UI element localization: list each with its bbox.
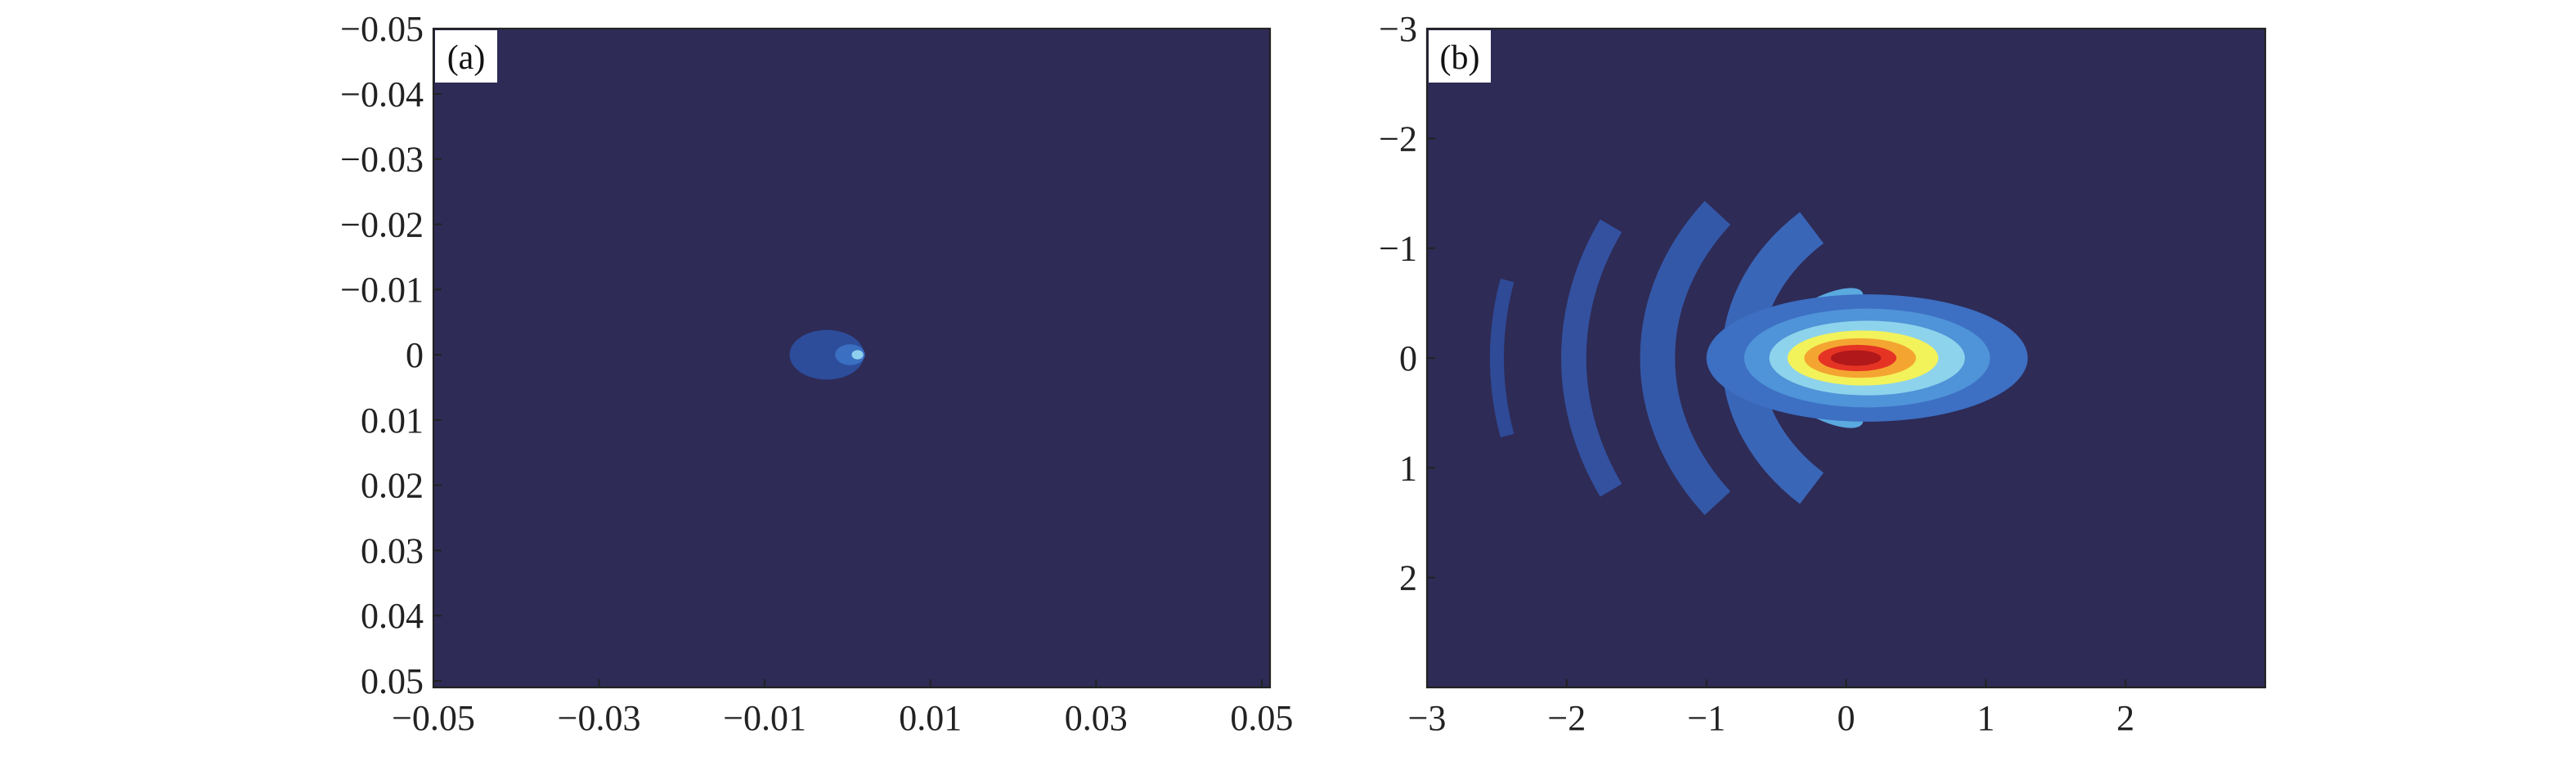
panel-a-frame: [432, 27, 1272, 689]
panel-b-axes: −3 −2 −1 0 1 2 −3 −2 −1 0 1 2: [1379, 9, 2134, 738]
panel-b-x-tick-label: −3: [1408, 698, 1447, 738]
panel-b-x-tick-label: −2: [1547, 698, 1586, 738]
panel-a-x-tick-label: −0.01: [723, 698, 806, 738]
panel-b-x-tick-label: −1: [1687, 698, 1726, 738]
panel-a-blob-1: [835, 344, 865, 365]
panel-a-blob-0: [789, 329, 864, 380]
panel-b-y-tick-label: −1: [1379, 229, 1417, 269]
panel-a-x-tick-label: 0.05: [1230, 698, 1293, 738]
panel-a-x-tick-label: 0.01: [899, 698, 962, 738]
panel-a-y-tick-label: −0.03: [340, 140, 424, 180]
panel-a-y-tick-label: −0.02: [340, 204, 424, 244]
panel-b-y-tick-label: 1: [1399, 448, 1417, 488]
panel-b-fringe-2: [1640, 200, 1731, 516]
panel-b-y-tick-label: −3: [1379, 9, 1417, 49]
panel-a-x-tick-label: 0.03: [1065, 698, 1128, 738]
panel-b-label: (b): [1440, 39, 1480, 77]
panel-a-label: (a): [447, 39, 486, 77]
panel-b-y-tick-label: 0: [1399, 338, 1417, 378]
panel-a-x-tick-label: −0.03: [558, 698, 641, 738]
panel-b-fringe-1: [1561, 219, 1622, 497]
panel-a: −0.05 −0.03 −0.01 0.01 0.03 0.05−0.05−0.04−0.…: [340, 9, 1293, 738]
panel-a-y-tick-label: 0.03: [361, 530, 424, 571]
panel-b-x-tick-label: 1: [1977, 698, 1995, 738]
panel-a-y-tick-label: 0.04: [361, 596, 424, 636]
panel-b-blob-14: [1830, 350, 1882, 366]
panel-b-x-tick-label: 2: [2116, 698, 2134, 738]
panel-a-blob-2: [851, 350, 864, 360]
panel-a-y-tick-label: 0.02: [361, 466, 424, 506]
panel-a-label-box: [435, 30, 497, 83]
panel-a-y-tick-label: −0.05: [340, 9, 424, 49]
panel-a-x-tick-label: −0.05: [392, 698, 475, 738]
panel-a-axes: −0.05 −0.03 −0.01 0.01 0.03 0.05−0.05−0.04−0.…: [340, 9, 1293, 738]
panel-a-y-tick-label: 0: [406, 335, 424, 375]
panel-b-y-tick-label: −2: [1379, 119, 1417, 159]
panel-b-plot: [1489, 200, 2028, 516]
panel-b: −3 −2 −1 0 1 2 −3 −2 −1 0 1 2 (b): [1379, 9, 2267, 738]
panel-b-label-box: [1429, 30, 1491, 83]
panel-a-y-tick-label: 0.01: [361, 401, 424, 441]
panel-a-plot: [789, 329, 865, 380]
panel-b-fringe-0: [1489, 278, 1515, 438]
panel-b-y-tick-label: 2: [1399, 558, 1417, 598]
panel-b-x-tick-label: 0: [1838, 698, 1856, 738]
panel-a-y-tick-label: −0.04: [340, 74, 424, 114]
panel-a-y-tick-label: 0.05: [361, 661, 424, 701]
panel-a-y-tick-label: −0.01: [340, 270, 424, 310]
